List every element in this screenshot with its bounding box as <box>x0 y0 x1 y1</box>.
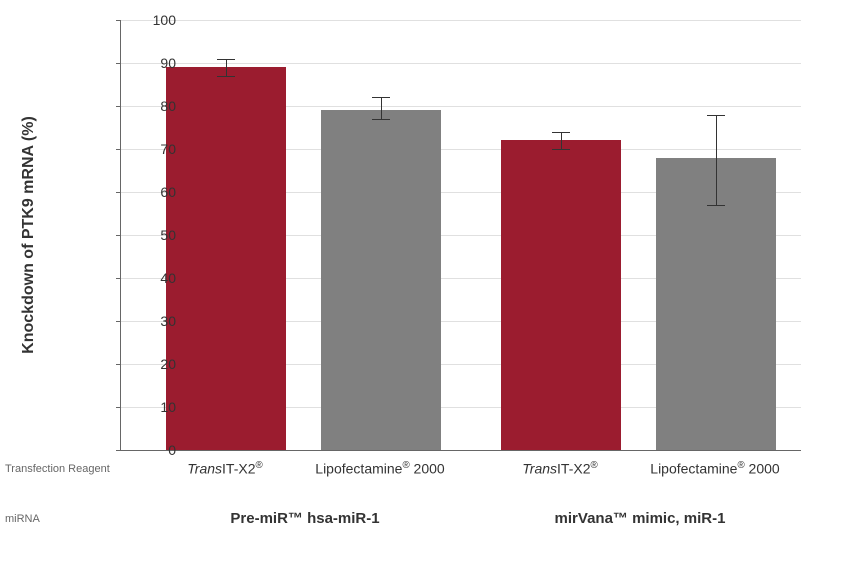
error-cap <box>707 115 725 116</box>
error-cap <box>552 149 570 150</box>
ytick-mark <box>116 450 121 451</box>
error-cap <box>217 76 235 77</box>
row-label-reagent: Transfection Reagent <box>5 463 110 475</box>
ytick-mark <box>116 278 121 279</box>
ytick-label: 100 <box>136 12 176 28</box>
ytick-label: 70 <box>136 141 176 157</box>
row-label-mirna: miRNA <box>5 513 40 525</box>
group-label: Pre-miR™ hsa-miR-1 <box>185 510 425 527</box>
error-cap <box>217 59 235 60</box>
ytick-label: 90 <box>136 55 176 71</box>
ytick-mark <box>116 63 121 64</box>
xtick-label: TransIT-X2® <box>145 460 305 477</box>
gridline <box>121 20 801 21</box>
error-cap <box>372 97 390 98</box>
error-bar <box>716 115 717 205</box>
ytick-mark <box>116 407 121 408</box>
bar <box>166 67 286 450</box>
ytick-mark <box>116 192 121 193</box>
group-label: mirVana™ mimic, miR-1 <box>520 510 760 527</box>
ytick-label: 50 <box>136 227 176 243</box>
ytick-mark <box>116 235 121 236</box>
error-cap <box>372 119 390 120</box>
error-bar <box>226 59 227 76</box>
y-axis-label: Knockdown of PTK9 mRNA (%) <box>20 116 38 354</box>
xtick-label: Lipofectamine® 2000 <box>300 460 460 477</box>
ytick-label: 30 <box>136 313 176 329</box>
error-cap <box>552 132 570 133</box>
ytick-mark <box>116 20 121 21</box>
ytick-label: 60 <box>136 184 176 200</box>
error-bar <box>561 132 562 149</box>
ytick-mark <box>116 321 121 322</box>
xtick-label: Lipofectamine® 2000 <box>635 460 795 477</box>
ytick-label: 20 <box>136 356 176 372</box>
plot-area <box>120 20 801 451</box>
bar <box>501 140 621 450</box>
chart-container: Knockdown of PTK9 mRNA (%) Transfection … <box>0 0 866 588</box>
error-bar <box>381 97 382 119</box>
ytick-label: 10 <box>136 399 176 415</box>
ytick-label: 0 <box>136 442 176 458</box>
ytick-label: 40 <box>136 270 176 286</box>
ytick-mark <box>116 364 121 365</box>
gridline <box>121 63 801 64</box>
ytick-mark <box>116 149 121 150</box>
xtick-label: TransIT-X2® <box>480 460 640 477</box>
bar <box>321 110 441 450</box>
ytick-mark <box>116 106 121 107</box>
ytick-label: 80 <box>136 98 176 114</box>
error-cap <box>707 205 725 206</box>
